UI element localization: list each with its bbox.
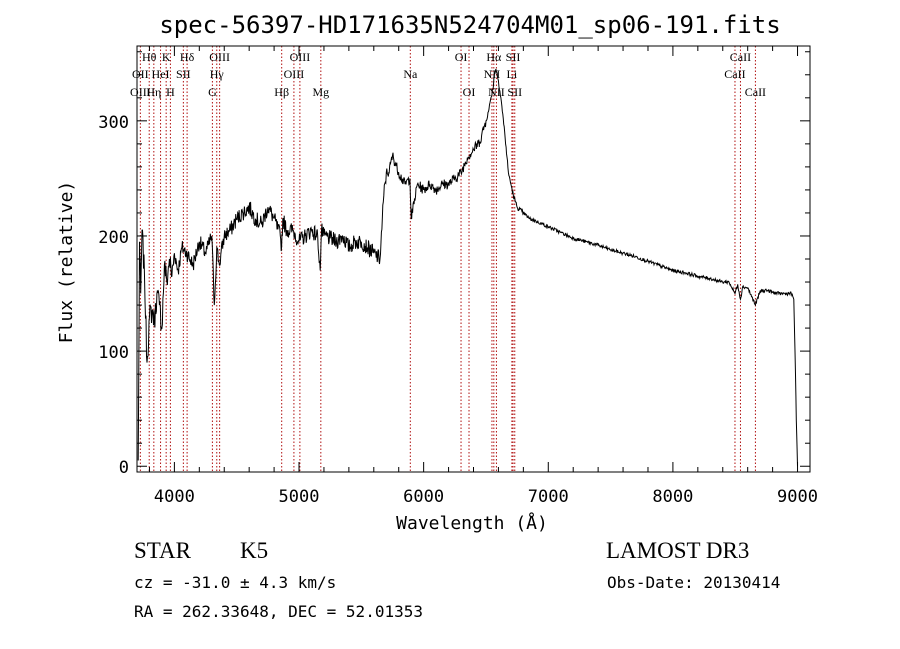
line-label: OI bbox=[463, 85, 476, 99]
y-tick-label: 0 bbox=[119, 458, 129, 478]
x-tick-label: 8000 bbox=[652, 487, 693, 507]
line-label: CaII bbox=[730, 50, 751, 64]
line-label: Na bbox=[403, 67, 418, 81]
y-axis-label: Flux (relative) bbox=[56, 181, 77, 344]
spectrum-series bbox=[137, 68, 798, 467]
line-label: HeI bbox=[152, 67, 170, 81]
x-tick-label: 5000 bbox=[279, 487, 320, 507]
line-label: Hθ bbox=[142, 50, 157, 64]
line-label: OIII bbox=[130, 85, 151, 99]
line-label: OIII bbox=[284, 67, 305, 81]
line-label: H bbox=[166, 85, 175, 99]
x-tick-label: 7000 bbox=[528, 487, 569, 507]
line-label: OI bbox=[455, 50, 468, 64]
axes: 4000 5000 6000 7000 8000 9000 0 100 200 300 bbox=[98, 45, 818, 507]
reference-lines bbox=[139, 46, 756, 472]
line-label: NII bbox=[488, 85, 505, 99]
line-label: CaII bbox=[724, 67, 745, 81]
line-label: NII bbox=[484, 67, 501, 81]
line-label: Hδ bbox=[180, 50, 195, 64]
line-label: OIII bbox=[209, 50, 230, 64]
line-label: OIII bbox=[290, 50, 311, 64]
y-tick-label: 300 bbox=[98, 113, 129, 133]
y-tick-label: 100 bbox=[98, 343, 129, 363]
x-tick-label: 9000 bbox=[777, 487, 818, 507]
obs-date: Obs-Date: 20130414 bbox=[607, 573, 781, 592]
x-tick-label: 4000 bbox=[154, 487, 195, 507]
line-label: SII bbox=[506, 50, 521, 64]
line-label: SII bbox=[507, 85, 522, 99]
plot-frame bbox=[136, 45, 811, 473]
chart-title: spec-56397-HD171635N524704M01_sp06-191.f… bbox=[159, 11, 780, 39]
line-label: G bbox=[208, 85, 217, 99]
line-label: Hα bbox=[486, 50, 502, 64]
survey-name: LAMOST DR3 bbox=[606, 538, 750, 563]
line-label: Hβ bbox=[274, 85, 289, 99]
object-class: STAR bbox=[134, 538, 191, 563]
line-label: Hγ bbox=[210, 67, 225, 81]
x-tick-label: 6000 bbox=[403, 487, 444, 507]
spectrum-line bbox=[137, 68, 798, 467]
y-tick-label: 200 bbox=[98, 228, 129, 248]
line-label: Hη bbox=[146, 85, 161, 99]
line-label: CaII bbox=[745, 85, 766, 99]
line-label: Mg bbox=[312, 85, 329, 99]
redshift-info: cz = -31.0 ± 4.3 km/s bbox=[134, 573, 337, 592]
x-axis-label: Wavelength (Å) bbox=[396, 512, 548, 534]
object-subclass: K5 bbox=[240, 538, 269, 563]
line-label: OII bbox=[132, 67, 149, 81]
line-label: K bbox=[162, 50, 171, 64]
line-label: SII bbox=[176, 67, 191, 81]
line-label: Li bbox=[507, 67, 518, 81]
coordinates: RA = 262.33648, DEC = 52.01353 bbox=[134, 602, 423, 621]
